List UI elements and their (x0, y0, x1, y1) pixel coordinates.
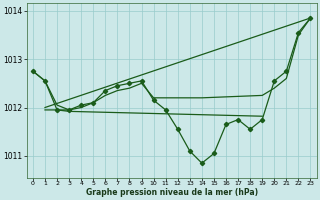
X-axis label: Graphe pression niveau de la mer (hPa): Graphe pression niveau de la mer (hPa) (86, 188, 258, 197)
